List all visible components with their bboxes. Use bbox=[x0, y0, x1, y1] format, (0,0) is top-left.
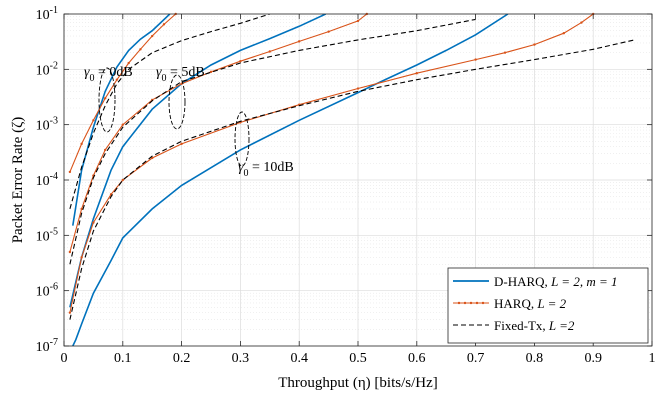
legend-label: HARQ, L = 2 bbox=[494, 296, 567, 311]
series-marker bbox=[151, 156, 154, 160]
series-marker bbox=[239, 60, 242, 63]
series-marker bbox=[180, 142, 183, 146]
y-tick-label: 10-5 bbox=[36, 226, 58, 244]
annotation-ellipse bbox=[168, 74, 186, 130]
annotation-ellipse bbox=[98, 67, 116, 133]
series-marker bbox=[68, 250, 72, 254]
series-marker bbox=[103, 97, 107, 100]
series-marker bbox=[209, 70, 213, 74]
series-marker bbox=[103, 148, 107, 152]
series-marker bbox=[68, 311, 72, 314]
series-marker bbox=[503, 51, 507, 54]
x-tick-label: 0.7 bbox=[467, 351, 485, 366]
series-marker bbox=[139, 48, 142, 51]
series-layer bbox=[68, 12, 635, 346]
x-tick-label: 0.6 bbox=[408, 351, 426, 366]
series-marker bbox=[127, 61, 130, 65]
series-line-harq bbox=[69, 14, 368, 253]
series-marker bbox=[356, 87, 360, 90]
annotation-ellipses bbox=[98, 67, 250, 167]
x-tick-label: 0.9 bbox=[584, 351, 602, 366]
series-marker bbox=[162, 23, 166, 26]
annotation-label: γ0 = 10dB bbox=[238, 160, 294, 179]
series-marker bbox=[151, 34, 154, 38]
series-marker bbox=[533, 43, 536, 46]
series-marker bbox=[356, 19, 360, 23]
y-axis-label: Packet Error Rate (ζ) bbox=[10, 117, 26, 244]
legend-label: Fixed-Tx, L =2 bbox=[494, 318, 575, 333]
series-marker bbox=[68, 170, 72, 174]
x-tick-label: 0.3 bbox=[232, 351, 250, 366]
series-marker bbox=[121, 123, 125, 126]
y-tick-labels: 10-7 10-6 10-5 10-4 10-3 10-2 10-1 bbox=[36, 5, 58, 355]
annotation-label: γ0 = 0dB bbox=[84, 65, 133, 84]
x-axis-label: Throughput (η) [bits/s/Hz] bbox=[278, 375, 438, 391]
x-tick-label: 0.2 bbox=[173, 351, 191, 366]
series-marker bbox=[80, 142, 83, 146]
x-tick-label: 1 bbox=[649, 351, 655, 366]
series-line-fixed-tx bbox=[69, 18, 476, 265]
x-tick-labels: 0 0.1 0.2 0.3 0.4 0.5 0.6 0.7 0.8 0.9 1 bbox=[61, 351, 655, 366]
legend-marker bbox=[475, 301, 479, 305]
legend-label: D-HARQ, L = 2, m = 1 bbox=[494, 274, 618, 289]
legend: D-HARQ, L = 2, m = 1 HARQ, L = 2 Fixed-Tx,… bbox=[447, 267, 649, 344]
x-tick-label: 0 bbox=[61, 351, 68, 366]
series-line-d-harq bbox=[69, 14, 327, 308]
series-marker bbox=[180, 82, 183, 85]
series-marker bbox=[298, 40, 301, 43]
series-marker bbox=[562, 31, 565, 35]
x-tick-label: 0.1 bbox=[114, 351, 132, 366]
series-marker bbox=[327, 30, 330, 33]
series-marker bbox=[80, 207, 83, 211]
series-marker bbox=[415, 72, 418, 75]
annotation-label: γ0 = 5dB bbox=[156, 65, 205, 84]
series-marker bbox=[92, 119, 95, 122]
x-tick-label: 0.8 bbox=[526, 351, 544, 366]
x-tick-label: 0.4 bbox=[290, 351, 308, 366]
series-marker bbox=[92, 221, 95, 224]
series-marker bbox=[580, 21, 583, 24]
series-marker bbox=[80, 256, 83, 259]
legend-marker bbox=[463, 301, 467, 305]
y-tick-label: 10-4 bbox=[36, 171, 58, 189]
y-tick-label: 10-2 bbox=[36, 60, 58, 78]
series-line-harq bbox=[69, 14, 177, 173]
series-line-fixed-tx bbox=[69, 39, 635, 320]
annotation-labels: γ0 = 0dB γ0 = 5dB γ0 = 10dB bbox=[84, 65, 294, 179]
y-tick-label: 10-7 bbox=[36, 337, 58, 355]
series-marker bbox=[268, 50, 271, 53]
y-tick-label: 10-3 bbox=[36, 116, 58, 134]
legend-marker bbox=[481, 301, 485, 305]
annotation-ellipse bbox=[234, 111, 250, 167]
series-marker bbox=[115, 78, 119, 81]
legend-marker bbox=[457, 301, 461, 305]
series-marker bbox=[474, 58, 477, 61]
series-line-fixed-tx bbox=[69, 14, 270, 210]
series-line-d-harq bbox=[72, 14, 171, 226]
x-tick-label: 0.5 bbox=[349, 351, 367, 366]
y-tick-label: 10-1 bbox=[36, 5, 58, 23]
y-tick-label: 10-6 bbox=[36, 282, 58, 300]
legend-marker bbox=[469, 301, 473, 305]
series-line-d-harq bbox=[72, 14, 509, 346]
series-marker bbox=[121, 178, 125, 182]
